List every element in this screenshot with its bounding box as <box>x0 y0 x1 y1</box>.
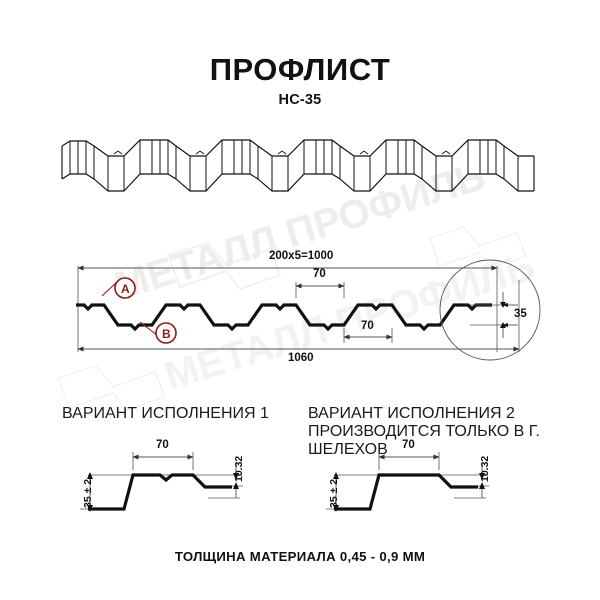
watermark-text-second: МЕТАЛЛ ПРОФИЛЬ <box>160 244 540 398</box>
variant-2-profile-path <box>334 473 478 511</box>
v1-dim-label-height: 35 ± 2 <box>82 478 94 508</box>
marker-b-leader <box>139 321 159 337</box>
watermark-text-main: МЕТАЛЛ ПРОФИЛЬ <box>110 154 490 308</box>
v2-dim-label-lip: 10.32 <box>479 455 491 482</box>
page-title: ПРОФЛИСТ <box>209 52 391 87</box>
dim-height-35 <box>470 292 518 338</box>
dim-label-total-width: 1060 <box>288 352 314 364</box>
material-thickness-note: ТОЛЩИНА МАТЕРИАЛА 0,45 - 0,9 ММ <box>174 549 426 564</box>
model-subtitle: НС-35 <box>278 92 322 108</box>
v2-dim-label-height: 35 ± 2 <box>328 478 340 508</box>
variant-2-caption: ВАРИАНТ ИСПОЛНЕНИЯ 2 ПРОИЗВОДИТСЯ ТОЛЬКО… <box>308 405 600 459</box>
marker-label-b: B <box>162 327 171 341</box>
variant-1-caption-line-1: ВАРИАНТ ИСПОЛНЕНИЯ 1 <box>62 405 269 422</box>
marker-label-a: A <box>121 282 130 296</box>
marker-a-leader <box>101 280 119 297</box>
dim-label-height: 35 <box>514 308 527 320</box>
v1-dim-label-lip: 10.32 <box>233 455 245 482</box>
variant-1-caption: ВАРИАНТ ИСПОЛНЕНИЯ 1 <box>62 405 269 423</box>
dim-label-valley-width: 70 <box>361 320 374 332</box>
watermark-logo-icon <box>56 365 167 411</box>
variant-2-caption-line-1: ВАРИАНТ ИСПОЛНЕНИЯ 2 <box>308 405 515 422</box>
cross-section-profile-path <box>76 303 492 332</box>
dim-label-cover-width: 200x5=1000 <box>269 250 334 262</box>
v2-dim-label-flange: 70 <box>402 439 415 451</box>
v1-dim-label-flange: 70 <box>156 439 169 451</box>
variant-2-caption-line-2: ПРОИЗВОДИТСЯ ТОЛЬКО В Г. ШЕЛЕХОВ <box>308 423 540 458</box>
dim-label-crest-width: 70 <box>313 268 326 280</box>
watermark-logo-icon <box>166 242 282 290</box>
variant-1-profile-path <box>88 473 232 511</box>
dim-crest-width <box>295 282 345 298</box>
watermark-logo-icon <box>428 226 528 269</box>
